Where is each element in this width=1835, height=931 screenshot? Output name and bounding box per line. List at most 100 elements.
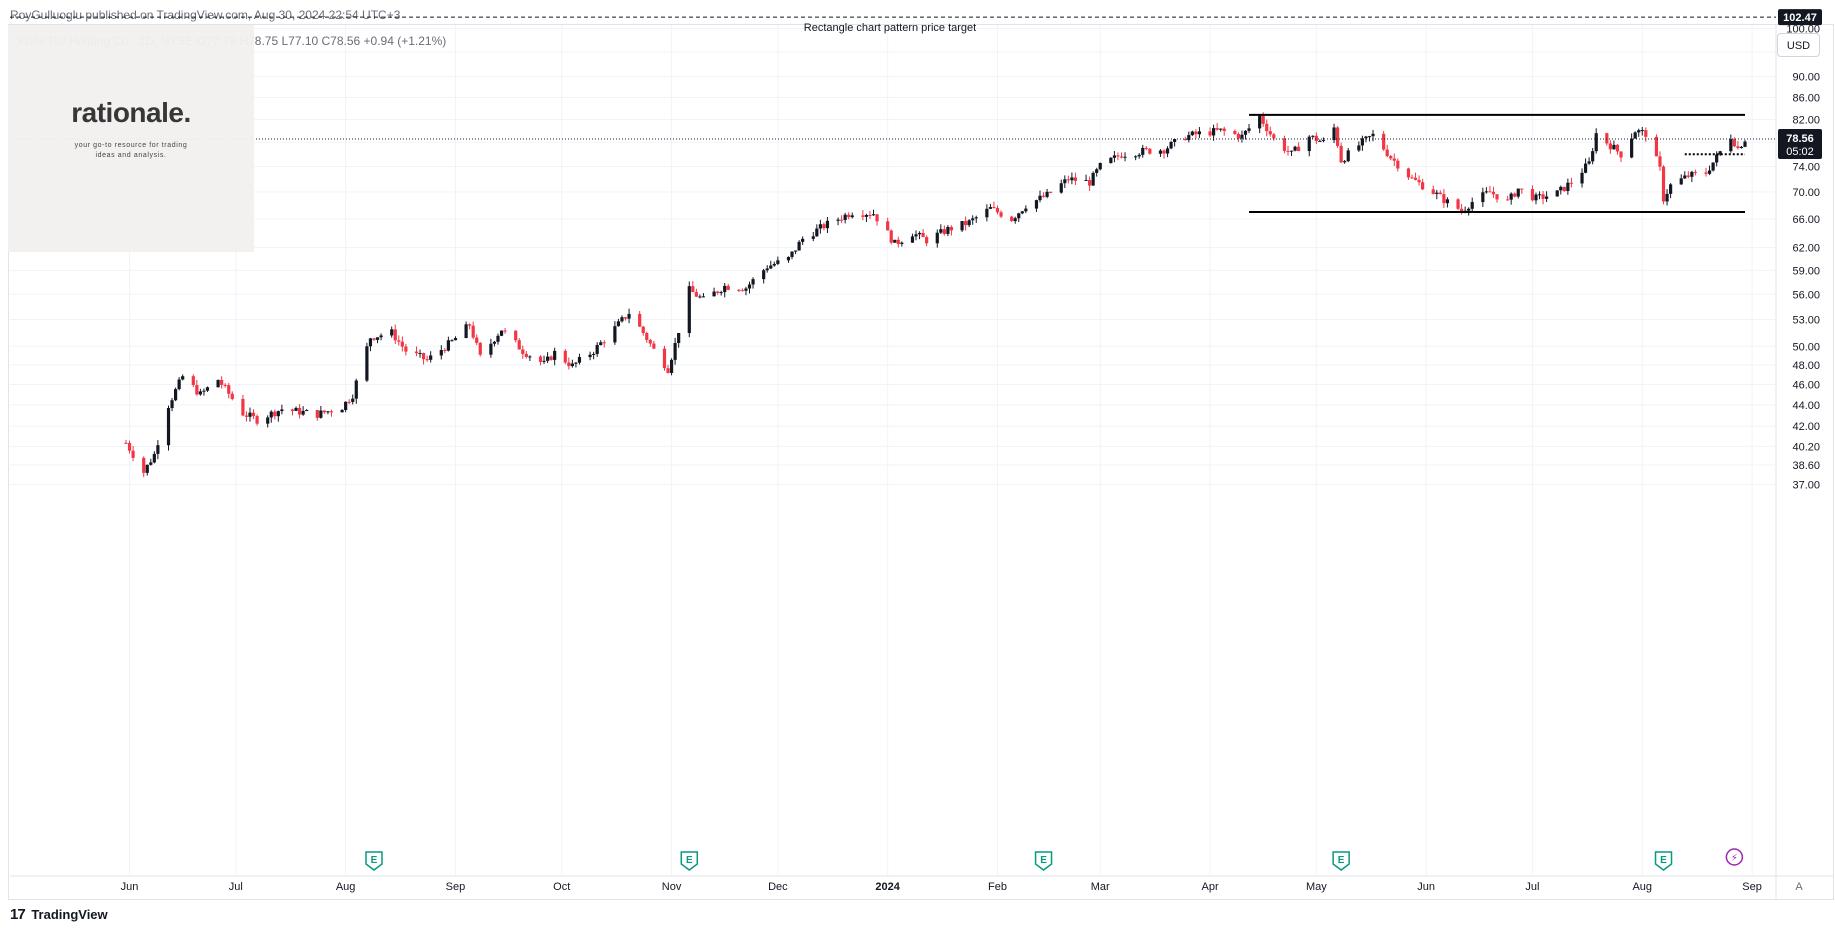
candle-body (974, 217, 978, 219)
candle-body (241, 398, 245, 416)
candle (1017, 212, 1021, 223)
candle-body (521, 349, 525, 354)
candle (439, 345, 443, 360)
candle (1194, 129, 1198, 139)
candle (418, 349, 422, 358)
candle-body (719, 292, 723, 294)
candle (294, 406, 298, 412)
candle-body (468, 324, 472, 326)
candle (170, 397, 174, 412)
candle-body (570, 363, 574, 367)
candle-body (450, 340, 454, 342)
candle-body (1286, 150, 1290, 152)
earnings-icon[interactable]: E (365, 851, 383, 871)
candle (305, 409, 309, 412)
candle-body (1141, 147, 1145, 155)
candle (1211, 124, 1216, 141)
candle (220, 376, 224, 389)
candle (595, 342, 599, 357)
candle (1112, 150, 1117, 163)
candle (971, 215, 975, 225)
earnings-glyph: E (1338, 855, 1345, 866)
candle (1158, 149, 1163, 157)
candle (1396, 158, 1400, 172)
candle (1669, 183, 1673, 199)
candle-body (620, 317, 624, 322)
candle-body (971, 218, 975, 221)
candle-body (623, 317, 628, 319)
candle-body (677, 333, 681, 344)
candle-body (170, 400, 174, 409)
candle-body (850, 215, 854, 218)
candle-body (1013, 218, 1017, 222)
candle-body (1459, 208, 1464, 212)
price-tick-label: 53.00 (1792, 315, 1820, 327)
candle-body (1158, 150, 1163, 154)
event-markers[interactable]: E E E E E ⚡ (365, 848, 1744, 871)
candle-body (1063, 179, 1067, 184)
candle (577, 353, 582, 365)
dividend-badge (1725, 848, 1744, 866)
candle (280, 404, 284, 415)
candle (825, 217, 830, 233)
candle-body (181, 376, 185, 380)
candle (1268, 126, 1272, 137)
candle (468, 323, 472, 330)
earnings-icon[interactable]: E (680, 851, 699, 871)
candle (1314, 132, 1318, 145)
dividend-icon[interactable]: ⚡ (1725, 848, 1744, 866)
candle (599, 340, 603, 346)
candle (836, 217, 840, 226)
candle-body (372, 338, 376, 340)
candle-body (1413, 177, 1418, 180)
candle-body (1236, 133, 1240, 139)
candle-body (949, 227, 954, 231)
candle (1392, 153, 1396, 167)
candle (1417, 175, 1421, 186)
candle-body (244, 415, 249, 417)
candle (1066, 175, 1070, 184)
candle (1215, 123, 1219, 131)
candle (1637, 128, 1641, 137)
tradingview-brand[interactable]: 17 TradingView (10, 906, 108, 923)
candle-body (1495, 194, 1499, 200)
candle (227, 382, 231, 399)
candle (549, 355, 553, 361)
rationale-watermark: rationale. your go-to resource for tradi… (8, 25, 254, 252)
candle (1445, 197, 1450, 208)
candle-body (1240, 134, 1244, 139)
price-tick-label: 100.00 (1786, 23, 1820, 35)
candle-body (694, 292, 698, 297)
candle (1346, 148, 1350, 163)
candle-body (553, 350, 557, 360)
candle-body (875, 214, 879, 222)
candle (1513, 192, 1517, 198)
earnings-icon[interactable]: E (1332, 851, 1350, 871)
earnings-icon[interactable]: E (1654, 851, 1673, 871)
candle (1343, 160, 1347, 164)
candle-body (220, 379, 224, 385)
candle (1658, 151, 1662, 171)
candle-body (1173, 139, 1177, 142)
candle (450, 339, 454, 342)
candle (801, 236, 805, 245)
time-axis[interactable]: Jun Jul Aug Sep Oct Nov Dec 2024 Feb Mar Apr May Jun… (121, 881, 1762, 893)
candle (1690, 170, 1694, 182)
currency-button[interactable]: USD (1777, 33, 1820, 57)
candle-body (1024, 208, 1028, 212)
rationale-tagline: your go-to resource for trading ideas an… (74, 142, 188, 159)
candle-body (942, 229, 946, 234)
candle (1640, 126, 1644, 136)
candle (1442, 189, 1446, 208)
auto-scale-button[interactable]: A (1795, 881, 1803, 893)
price-axis[interactable]: 37.00 38.60 40.20 42.00 44.00 46.00 48.00 50.00… (1786, 23, 1820, 491)
candle-body (1367, 136, 1372, 138)
candle (1633, 131, 1637, 139)
candle (1059, 179, 1063, 194)
candle (946, 225, 950, 237)
candle-body (967, 220, 971, 226)
candle-body (1491, 191, 1496, 195)
candle-body (1392, 158, 1396, 161)
earnings-icon[interactable]: E (1034, 851, 1053, 871)
